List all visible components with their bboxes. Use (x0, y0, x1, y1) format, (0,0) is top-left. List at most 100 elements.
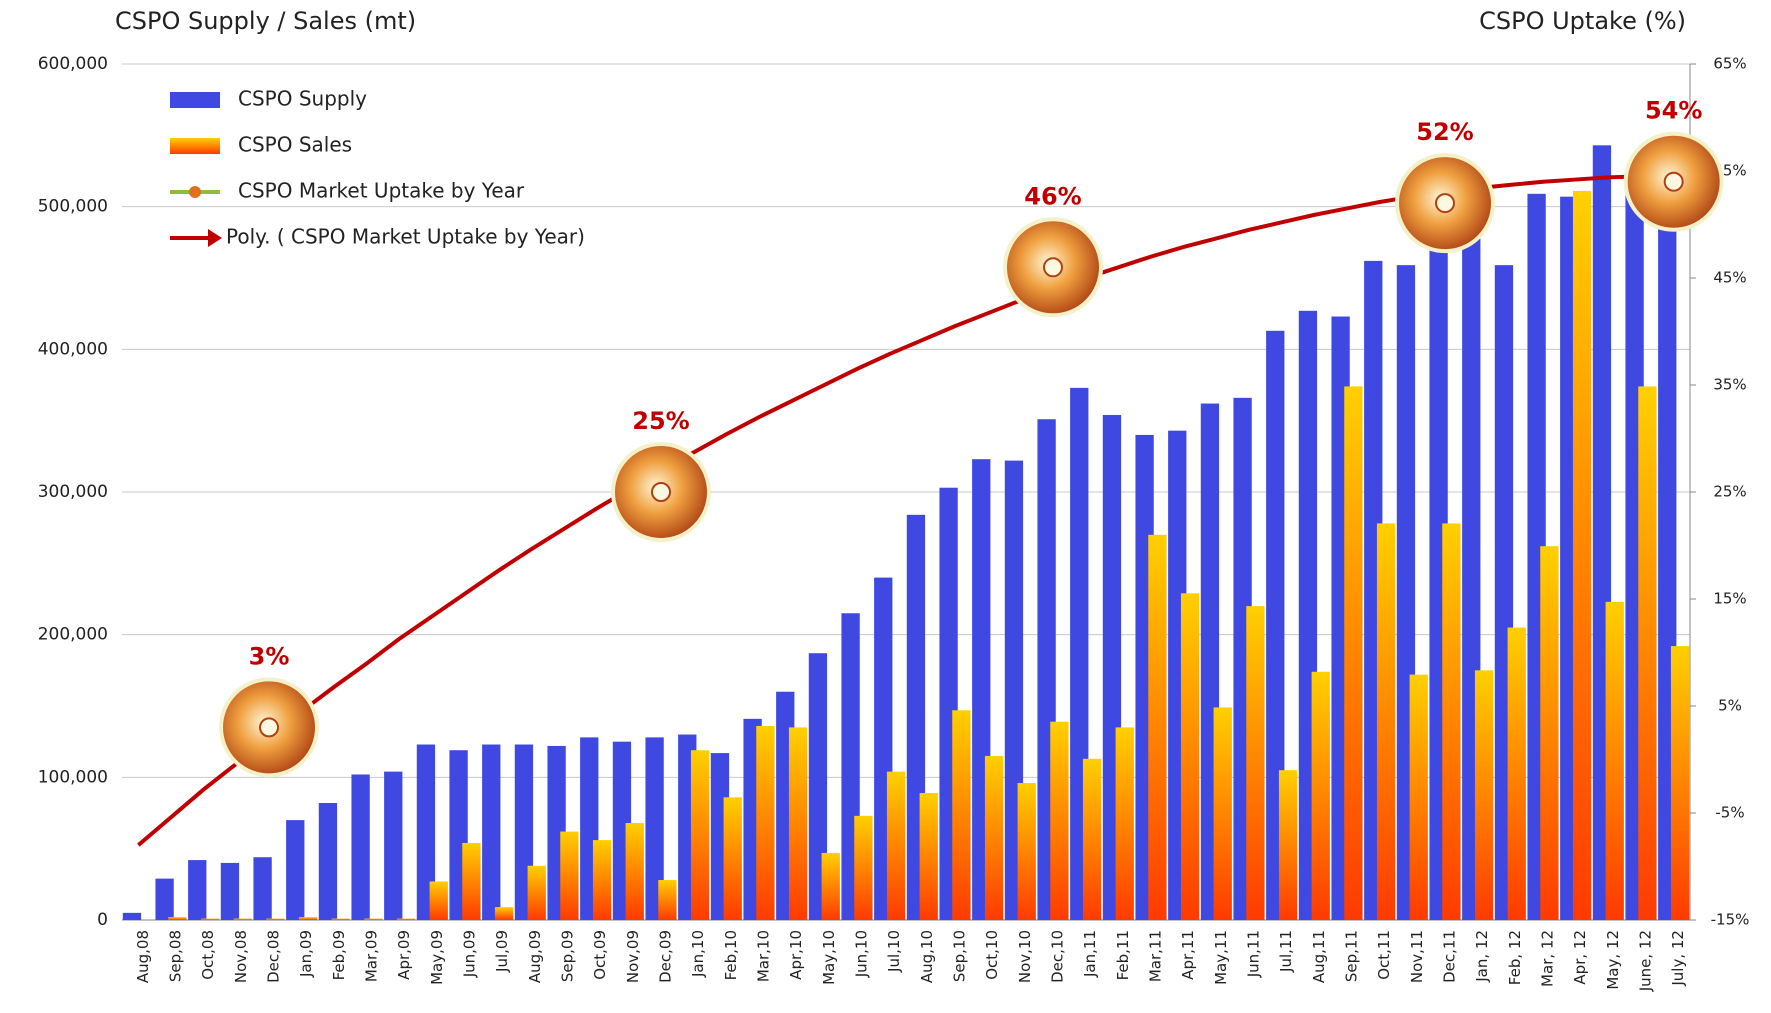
x-tick-label: Feb,10 (722, 930, 740, 980)
y2-tick-label: -5% (1715, 804, 1744, 822)
legend-label: Poly. ( CSPO Market Uptake by Year) (226, 225, 585, 249)
bar (266, 919, 284, 920)
y-tick-label: 200,000 (38, 625, 108, 645)
bar (1181, 593, 1199, 920)
x-tick-label: Jan, 12 (1473, 930, 1491, 983)
x-tick-label: July, 12 (1669, 930, 1687, 987)
bar (1279, 770, 1297, 920)
x-tick-label: Jun,11 (1245, 930, 1263, 978)
x-tick-label: Sep,11 (1343, 930, 1361, 982)
x-tick-label: Dec,11 (1441, 930, 1459, 983)
x-tick-label: Oct,08 (199, 930, 217, 980)
data-label: 25% (632, 407, 689, 435)
x-tick-label: Apr,09 (395, 930, 413, 980)
y-axis-title: CSPO Supply / Sales (mt) (115, 7, 416, 35)
y2-tick-label: 15% (1713, 590, 1746, 608)
data-label: 54% (1645, 97, 1702, 125)
x-tick-label: Sep,08 (167, 930, 185, 982)
x-tick-label: Aug,08 (134, 930, 152, 983)
data-label: 52% (1416, 118, 1473, 146)
y2-axis-title: CSPO Uptake (%) (1479, 7, 1686, 35)
x-tick-label: Jan,10 (689, 930, 707, 978)
x-tick-label: Sep,09 (559, 930, 577, 982)
bar (691, 750, 709, 920)
bar (495, 907, 513, 920)
bar (1377, 523, 1395, 920)
legend-swatch (170, 138, 220, 154)
x-tick-label: Jan,11 (1081, 930, 1099, 978)
x-tick-label: May,10 (820, 930, 838, 985)
chart: CSPO Supply / Sales (mt) CSPO Uptake (%)… (0, 0, 1771, 1013)
bar (351, 774, 369, 920)
bar (658, 880, 676, 920)
bar (253, 857, 271, 920)
bar (123, 913, 141, 920)
bar (1573, 191, 1591, 920)
bar (364, 919, 382, 920)
x-tick-label: Nov,09 (624, 930, 642, 983)
x-tick-label: Mar,10 (755, 930, 773, 982)
bar (593, 840, 611, 920)
x-tick-label: Nov,10 (1016, 930, 1034, 983)
y2-tick-label: 65% (1713, 55, 1746, 73)
x-tick-label: May,09 (428, 930, 446, 985)
bar (1475, 670, 1493, 920)
data-label: 3% (249, 642, 290, 670)
bar (397, 919, 415, 920)
x-tick-label: Aug,11 (1310, 930, 1328, 983)
y2-tick-label: 5% (1718, 697, 1742, 715)
marker-center (260, 718, 278, 736)
legend-label: CSPO Market Uptake by Year (238, 179, 525, 203)
x-tick-label: Oct,10 (983, 930, 1001, 980)
x-tick-label: Mar,09 (363, 930, 381, 982)
bar (756, 726, 774, 920)
bar (384, 772, 402, 920)
x-tick-label: Jul,11 (1277, 930, 1295, 973)
bar (462, 843, 480, 920)
bar (188, 860, 206, 920)
legend-label: CSPO Sales (238, 133, 352, 157)
x-tick-label: Jun,09 (461, 930, 479, 978)
x-tick-label: Aug,09 (526, 930, 544, 983)
y2-tick-label: -15% (1711, 911, 1750, 929)
bar (1671, 646, 1689, 920)
bar (626, 823, 644, 920)
y-tick-label: 100,000 (38, 767, 108, 787)
bar (1442, 523, 1460, 920)
bar (528, 866, 546, 920)
data-label: 46% (1024, 182, 1081, 210)
x-tick-label: Oct,11 (1375, 930, 1393, 980)
bar (286, 820, 304, 920)
x-tick-label: Feb, 12 (1506, 930, 1524, 985)
bar (1312, 672, 1330, 920)
bar (789, 727, 807, 920)
x-tick-label: Mar,11 (1147, 930, 1165, 982)
x-tick-label: Apr,11 (1179, 930, 1197, 980)
bar (887, 772, 905, 920)
y2-tick-label: 35% (1713, 376, 1746, 394)
bar (1246, 606, 1264, 920)
x-tick-label: May,11 (1212, 930, 1230, 985)
marker-center (1665, 173, 1683, 191)
bar (332, 919, 350, 920)
y-tick-label: 400,000 (38, 339, 108, 359)
bar (1410, 675, 1428, 920)
x-tick-label: Dec,09 (657, 930, 675, 983)
bar (1638, 386, 1656, 920)
y2-tick-label: 25% (1713, 483, 1746, 501)
x-tick-label: Feb,09 (330, 930, 348, 980)
bar (920, 793, 938, 920)
bar (952, 710, 970, 920)
legend-label: CSPO Supply (238, 87, 367, 111)
x-tick-label: May, 12 (1604, 930, 1622, 990)
x-tick-label: Jul,10 (885, 930, 903, 973)
bar (1606, 602, 1624, 920)
x-tick-label: Aug,10 (918, 930, 936, 983)
y-tick-label: 600,000 (38, 54, 108, 74)
bar (168, 917, 186, 920)
bar (319, 803, 337, 920)
x-tick-label: Jan,09 (297, 930, 315, 978)
marker-center (652, 483, 670, 501)
x-tick-label: Sep,10 (951, 930, 969, 982)
y-tick-label: 0 (97, 910, 108, 930)
